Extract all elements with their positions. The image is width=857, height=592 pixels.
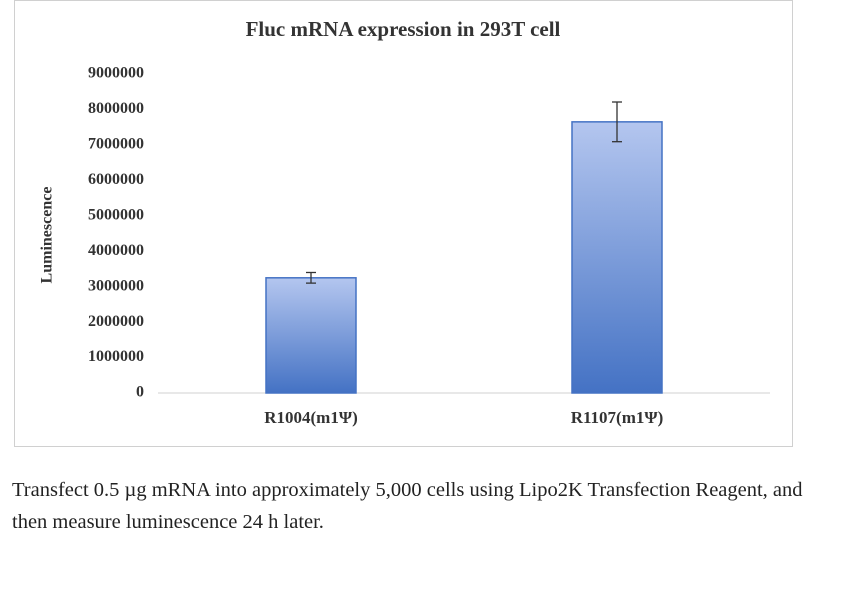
bar [265, 277, 357, 394]
chart-title: Fluc mRNA expression in 293T cell [246, 17, 561, 41]
y-tick-label: 7000000 [88, 136, 144, 153]
error-bar [612, 101, 622, 143]
y-tick-label: 1000000 [88, 348, 144, 365]
y-tick-label: 9000000 [88, 65, 144, 82]
y-tick-label: 4000000 [88, 242, 144, 259]
chart-frame [14, 0, 793, 447]
error-bar [306, 271, 316, 284]
y-tick-label: 2000000 [88, 313, 144, 330]
bar [571, 121, 663, 394]
y-tick-label: 5000000 [88, 206, 144, 223]
y-tick-label: 6000000 [88, 171, 144, 188]
y-tick-label: 0 [136, 384, 144, 401]
chart: Fluc mRNA expression in 293T cell Lumine… [14, 0, 793, 447]
y-tick-label: 8000000 [88, 100, 144, 117]
y-tick-label: 3000000 [88, 277, 144, 294]
caption: Transfect 0.5 µg mRNA into approximately… [12, 479, 803, 533]
y-axis-label: Luminescence [39, 187, 56, 284]
x-tick-label: R1107(m1Ψ) [571, 408, 664, 427]
x-tick-label: R1004(m1Ψ) [264, 408, 358, 427]
